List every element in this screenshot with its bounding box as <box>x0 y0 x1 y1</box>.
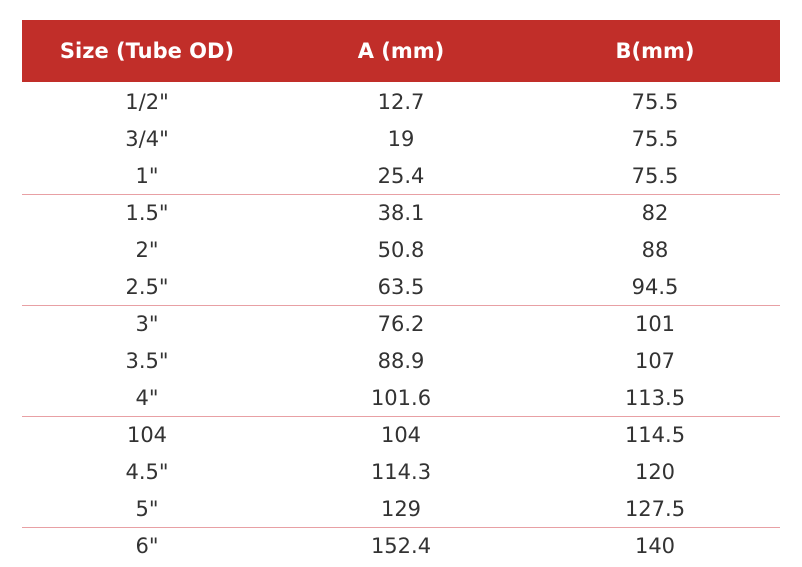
header-cell: A (mm) <box>357 39 445 63</box>
header-cell: B(mm) <box>615 39 695 63</box>
table-cell: 4.5" <box>125 460 169 484</box>
table-cell: 75.5 <box>631 90 679 114</box>
table-cell: 6" <box>135 534 159 558</box>
table-cell: 88 <box>641 238 669 262</box>
table-cell: 3" <box>135 312 159 336</box>
table-cell: 113.5 <box>624 386 686 410</box>
row-separator <box>22 305 780 306</box>
table-cell: 101 <box>634 312 676 336</box>
table-cell: 152.4 <box>370 534 432 558</box>
table-cell: 107 <box>634 349 676 373</box>
table-cell: 12.7 <box>377 90 425 114</box>
table-cell: 140 <box>634 534 676 558</box>
table-cell: 50.8 <box>377 238 425 262</box>
table-cell: 2" <box>135 238 159 262</box>
row-separator <box>22 416 780 417</box>
table-cell: 38.1 <box>377 201 425 225</box>
table-cell: 5" <box>135 497 159 521</box>
table-cell: 75.5 <box>631 164 679 188</box>
row-separator <box>22 194 780 195</box>
table-cell: 120 <box>634 460 676 484</box>
table-cell: 75.5 <box>631 127 679 151</box>
table-cell: 114.3 <box>370 460 432 484</box>
table-cell: 2.5" <box>125 275 169 299</box>
table-cell: 127.5 <box>624 497 686 521</box>
table-cell: 94.5 <box>631 275 679 299</box>
table-cell: 88.9 <box>377 349 425 373</box>
table-cell: 104 <box>380 423 422 447</box>
header-cell: Size (Tube OD) <box>59 39 235 63</box>
table-cell: 63.5 <box>377 275 425 299</box>
table-cell: 114.5 <box>624 423 686 447</box>
table-cell: 25.4 <box>377 164 425 188</box>
table-cell: 3.5" <box>125 349 169 373</box>
table-cell: 3/4" <box>125 127 169 151</box>
table-cell: 104 <box>126 423 168 447</box>
table-cell: 4" <box>135 386 159 410</box>
row-separator <box>22 527 780 528</box>
table-cell: 101.6 <box>370 386 432 410</box>
table-cell: 19 <box>387 127 415 151</box>
header-bar <box>22 20 780 82</box>
table-cell: 1.5" <box>125 201 169 225</box>
table-cell: 129 <box>380 497 422 521</box>
table-cell: 1" <box>135 164 159 188</box>
table-cell: 82 <box>641 201 669 225</box>
table-cell: 76.2 <box>377 312 425 336</box>
table-cell: 1/2" <box>125 90 169 114</box>
